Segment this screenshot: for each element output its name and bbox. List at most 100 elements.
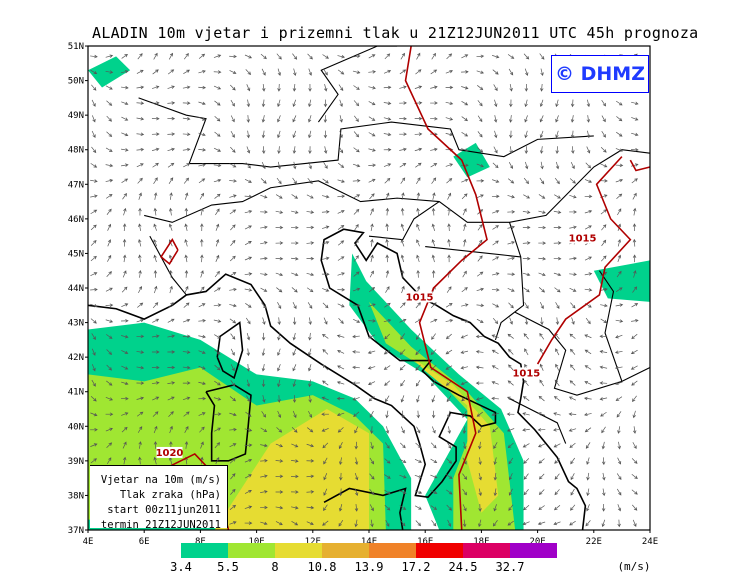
wind-arrow [507, 225, 516, 229]
wind-arrow [522, 412, 530, 416]
wind-arrow [277, 410, 282, 419]
wind-arrow [584, 225, 592, 230]
wind-arrow [277, 302, 282, 310]
wind-arrow [138, 456, 142, 465]
wind-arrow [168, 302, 174, 309]
wind-arrow [585, 520, 591, 527]
wind-arrow [277, 83, 281, 92]
wind-arrow [277, 68, 282, 76]
wind-arrow [601, 519, 606, 528]
lon-label: 8E [195, 537, 206, 547]
wind-arrow [491, 349, 499, 354]
wind-arrow [538, 458, 545, 464]
wind-arrow [198, 334, 206, 339]
wind-arrow [337, 209, 345, 214]
wind-arrow [308, 161, 312, 170]
wind-arrow [491, 381, 499, 385]
wind-arrow [554, 177, 560, 185]
wind-arrow [415, 379, 421, 387]
wind-arrow [415, 302, 421, 309]
wind-arrow [230, 333, 236, 340]
wind-arrow [292, 146, 297, 154]
wind-arrow [277, 317, 281, 326]
wind-arrow [184, 426, 189, 433]
wind-arrow [229, 287, 237, 292]
wind-arrow [246, 130, 251, 139]
wind-arrow [537, 521, 546, 526]
wind-arrow [601, 99, 607, 107]
wind-arrow [308, 395, 312, 403]
wind-arrow [493, 442, 498, 449]
wind-arrow [475, 365, 484, 370]
wind-arrow [368, 396, 375, 402]
wind-arrow [105, 70, 114, 74]
wind-arrow [321, 396, 329, 401]
wind-arrow [91, 348, 96, 356]
wind-arrow [600, 209, 607, 215]
wind-arrow [308, 379, 312, 388]
wind-arrow [555, 317, 560, 326]
wind-arrow [337, 303, 345, 308]
wind-arrow [540, 317, 544, 326]
wind-arrow [539, 99, 544, 108]
wind-arrow [445, 101, 454, 105]
wind-arrow [352, 350, 360, 354]
wind-arrow [462, 411, 467, 418]
wind-arrow [292, 83, 297, 92]
wind-arrow [553, 210, 562, 214]
wind-arrow [476, 271, 484, 277]
wind-arrow [369, 270, 374, 278]
wind-arrow [308, 68, 312, 76]
coastline [323, 487, 407, 531]
wind-arrow [90, 54, 98, 59]
wind-arrow [461, 319, 469, 323]
wind-arrow [91, 379, 96, 387]
wind-arrow [570, 504, 576, 511]
wind-arrow [246, 99, 251, 108]
wind-arrow [492, 427, 499, 433]
wind-arrow [506, 412, 515, 416]
wind-arrow [106, 100, 113, 106]
wind-arrow [368, 86, 376, 90]
wind-arrow [430, 147, 438, 152]
wind-arrow [570, 161, 575, 170]
wind-arrow [400, 223, 405, 231]
wind-arrow [322, 380, 329, 386]
wind-arrow [632, 504, 638, 511]
wind-arrow [523, 379, 529, 387]
wind-arrow [463, 441, 467, 450]
wind-arrow [477, 115, 483, 123]
wind-arrow [246, 364, 251, 372]
wind-arrow [475, 381, 484, 385]
wind-arrow [507, 520, 514, 526]
wind-arrow [106, 442, 113, 448]
wind-arrow [121, 70, 129, 74]
wind-arrow [431, 269, 436, 278]
wind-arrow [337, 256, 345, 261]
coastline [205, 383, 252, 462]
wind-arrow [602, 488, 606, 497]
wind-arrow [184, 254, 188, 263]
wind-arrow [90, 194, 98, 198]
wind-arrow [137, 302, 144, 308]
wind-arrow [414, 85, 423, 89]
wind-arrow [277, 161, 282, 170]
legend-value: 17.2 [401, 560, 431, 574]
wind-arrow [477, 85, 484, 91]
wind-arrow [601, 426, 606, 434]
wind-arrow [383, 349, 391, 355]
wind-arrow [430, 85, 438, 89]
wind-arrow [200, 223, 204, 232]
wind-arrow [431, 426, 436, 434]
wind-arrow [230, 473, 236, 480]
wind-arrow [492, 256, 500, 261]
wind-arrow [446, 442, 452, 449]
wind-arrow [353, 131, 360, 138]
wind-arrow [615, 163, 624, 168]
wind-arrow [507, 288, 515, 292]
wind-speed-area [411, 357, 499, 513]
wind-arrow [292, 348, 297, 356]
wind-arrow [462, 519, 467, 528]
wind-arrow [246, 395, 251, 403]
wind-arrow [571, 317, 575, 325]
